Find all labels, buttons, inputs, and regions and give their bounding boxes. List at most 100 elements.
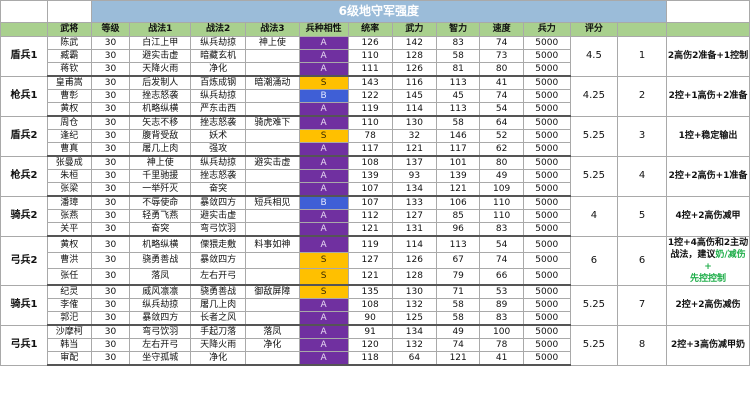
tactic-1: 屠几上肉: [129, 142, 192, 157]
force: 114: [391, 235, 437, 254]
troop-count: 5000: [522, 351, 571, 366]
general-name: 纪灵: [46, 284, 92, 299]
column-header: 战法1: [129, 22, 192, 37]
general-name: 李傕: [46, 298, 92, 312]
force: 125: [391, 311, 437, 326]
tactic-1: 坐守孤城: [129, 351, 192, 366]
general-name: 黄权: [46, 102, 92, 117]
force: 114: [391, 102, 437, 117]
command: 135: [347, 284, 393, 299]
troop-count: 5000: [522, 36, 571, 50]
table-row: 韩当 30 左右开弓 天降火雨 净化 A 120 132 74 78 5000: [1, 338, 750, 352]
general-name: 周仓: [46, 115, 92, 130]
intellect: 96: [435, 222, 481, 237]
table-row: 曹真 30 屠几上肉 强攻 A 117 121 117 62 5000: [1, 142, 750, 157]
command: 110: [347, 49, 393, 63]
tactic-3: [245, 351, 300, 366]
tactic-1: 挫志怒袭: [129, 89, 192, 103]
troop-count: 5000: [522, 252, 571, 269]
force: 128: [391, 267, 437, 286]
tactic-2: 左右开弓: [190, 267, 247, 286]
tactic-2: 纵兵劫掠: [190, 36, 247, 50]
intellect: 83: [435, 36, 481, 50]
tactic-2: 严东击西: [190, 102, 247, 117]
tactic-2: 天降火雨: [190, 338, 247, 352]
tactic-2: 纵兵劫掠: [190, 89, 247, 103]
tactic-1: 腹背受敌: [129, 129, 192, 143]
intellect: 113: [435, 102, 481, 117]
troop-count: 5000: [522, 338, 571, 352]
intellect: 79: [435, 267, 481, 286]
table-row: 张燕 30 轻勇飞燕 避实击虚 A 112 127 85 110 5000: [1, 209, 750, 223]
troop-affinity: A: [298, 324, 349, 339]
command: 78: [347, 129, 393, 143]
tactic-3: [245, 62, 300, 77]
table-row: 审配 30 坐守孤城 净化 A 118 64 121 41 5000: [1, 351, 750, 366]
command: 107: [347, 195, 393, 210]
intellect: 58: [435, 298, 481, 312]
general-name: 朱桓: [46, 169, 92, 183]
column-header: 兵种相性: [298, 22, 349, 37]
troop-affinity: A: [298, 338, 349, 352]
level: 30: [90, 169, 131, 183]
column-header: 评分: [569, 22, 619, 37]
speed: 83: [479, 311, 524, 326]
tactic-3: 神上使: [245, 36, 300, 50]
speed: 74: [479, 89, 524, 103]
troop-affinity: A: [298, 235, 349, 254]
intellect: 81: [435, 62, 481, 77]
intellect: 146: [435, 129, 481, 143]
speed: 100: [479, 324, 524, 339]
troop-affinity: S: [298, 252, 349, 269]
force: 121: [391, 142, 437, 157]
intellect: 113: [435, 75, 481, 90]
troop-count: 5000: [522, 62, 571, 77]
summary: 4控+2高伤减甲: [666, 195, 750, 237]
tactic-1: 骁勇善战: [129, 252, 192, 269]
summary-highlight: 奶/减伤+: [704, 249, 746, 272]
tactic-1: 千里驰援: [129, 169, 192, 183]
level: 30: [90, 235, 131, 254]
troop-count: 5000: [522, 142, 571, 157]
tactic-2: 长者之风: [190, 311, 247, 326]
rank: 6: [617, 235, 667, 286]
force: 134: [391, 324, 437, 339]
force: 131: [391, 222, 437, 237]
troop-type: 盾兵2: [0, 115, 48, 157]
intellect: 121: [435, 182, 481, 197]
level: 30: [90, 284, 131, 299]
tactic-1: 后发制人: [129, 75, 192, 90]
command: 119: [347, 102, 393, 117]
table-row: 骑兵1 纪灵 30 威风凛凛 骁勇善战 御敌屏障 S 135 130 71 53 5000 5.25 7 2…: [0, 284, 750, 326]
summary: 1控+4高伤和2主动战法，建议奶/减伤+ 先控控制: [666, 235, 750, 286]
troop-affinity: A: [298, 49, 349, 63]
tactic-1: 左右开弓: [129, 338, 192, 352]
tactic-1: 纵兵劫掠: [129, 298, 192, 312]
troop-affinity: A: [298, 222, 349, 237]
table-row: 盾兵1 陈武 30 白江上甲 纵兵劫掠 神上使 A 126 142 83 74 5000 4.5 1 2高伤…: [0, 36, 750, 77]
tactic-1: 奋突: [129, 222, 192, 237]
tactic-2: 奋突: [190, 182, 247, 197]
command: 117: [347, 142, 393, 157]
tactic-2: 挫志怒袭: [190, 169, 247, 183]
troop-affinity: A: [298, 182, 349, 197]
column-header: 智力: [435, 22, 481, 37]
column-header: 速度: [479, 22, 524, 37]
troop-affinity: A: [298, 298, 349, 312]
speed: 74: [479, 252, 524, 269]
troop-affinity: A: [298, 351, 349, 366]
table-row: 臧霸 30 避实击虚 暗藏玄机 A 110 128 58 73 5000: [1, 49, 750, 63]
tactic-3: 短兵相见: [245, 195, 300, 210]
troop-count: 5000: [522, 89, 571, 103]
force: 134: [391, 182, 437, 197]
table-row: 张梁 30 一举歼灭 奋突 A 107 134 121 109 5000: [1, 182, 750, 197]
force: 132: [391, 298, 437, 312]
troop-count: 5000: [522, 284, 571, 299]
column-header: 战法3: [245, 22, 300, 37]
tactic-3: [245, 252, 300, 269]
score: 4.25: [569, 75, 619, 117]
speed: 62: [479, 142, 524, 157]
tactic-3: [245, 298, 300, 312]
speed: 80: [479, 155, 524, 170]
tactic-2: 暗藏玄机: [190, 49, 247, 63]
